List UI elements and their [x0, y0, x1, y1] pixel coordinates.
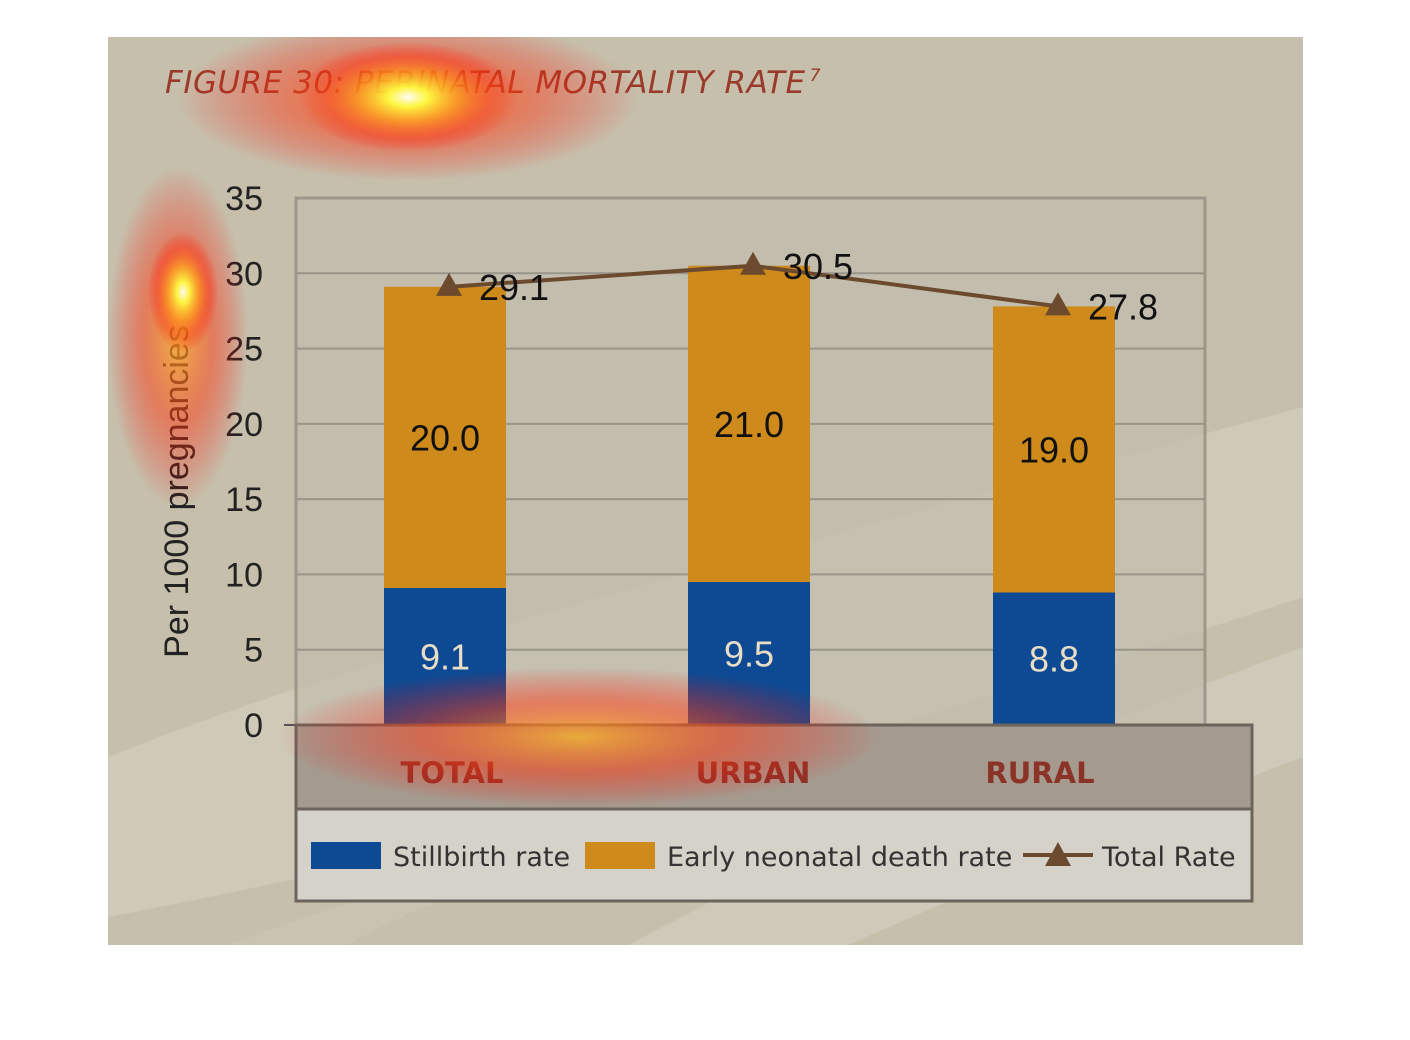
bar-label-early-neonatal: 20.0: [410, 417, 480, 458]
bar-stillbirth-rural: [993, 592, 1115, 725]
bar-label-early-neonatal: 21.0: [714, 404, 784, 445]
category-label-urban: URBAN: [696, 756, 811, 790]
figure-panel: FIGURE 30: PERINATAL MORTALITY RATE 7 9.1…: [108, 37, 1303, 945]
bar-label-stillbirth: 9.1: [420, 636, 470, 677]
legend-swatch-stillbirth: [311, 842, 381, 869]
legend-label-early-neonatal: Early neonatal death rate: [667, 842, 1012, 873]
y-tick-label: 35: [225, 180, 263, 218]
bar-label-stillbirth: 8.8: [1029, 639, 1079, 680]
legend-marker-total: [1045, 842, 1071, 866]
y-axis-label: Per 1000 pregnancies: [158, 325, 196, 658]
category-label-rural: RURAL: [985, 756, 1094, 790]
bar-early-neonatal-urban: [688, 265, 810, 582]
category-label-total: TOTAL: [401, 756, 504, 790]
total-rate-marker: [1045, 292, 1071, 316]
stacked-bar-chart: 9.1 20.0 9.5 21.0 8.8 19.0 29.1 30.5 27.8 0 5 10 1…: [158, 180, 1254, 903]
legend-label-stillbirth: Stillbirth rate: [393, 842, 570, 873]
bar-early-neonatal-rural: [993, 306, 1115, 593]
bar-label-early-neonatal: 19.0: [1019, 429, 1089, 470]
y-tick-label: 25: [225, 331, 263, 369]
bar-label-stillbirth: 9.5: [724, 633, 774, 674]
total-rate-label: 30.5: [783, 246, 853, 287]
y-tick-label: 0: [244, 707, 263, 745]
total-rate-label: 27.8: [1088, 286, 1158, 327]
figure-title-footnote: 7: [809, 66, 821, 86]
y-tick-label: 30: [225, 255, 263, 293]
y-tick-label: 5: [244, 632, 263, 670]
y-tick-label: 15: [225, 481, 263, 519]
legend-label-total: Total Rate: [1101, 842, 1236, 873]
y-tick-label: 20: [225, 406, 263, 444]
total-rate-marker: [436, 272, 462, 296]
bar-early-neonatal-total: [384, 286, 506, 588]
total-rate-label: 29.1: [479, 267, 549, 308]
y-tick-label: 10: [225, 556, 263, 594]
total-rate-marker: [740, 251, 766, 275]
legend-swatch-early-neonatal: [585, 842, 655, 869]
